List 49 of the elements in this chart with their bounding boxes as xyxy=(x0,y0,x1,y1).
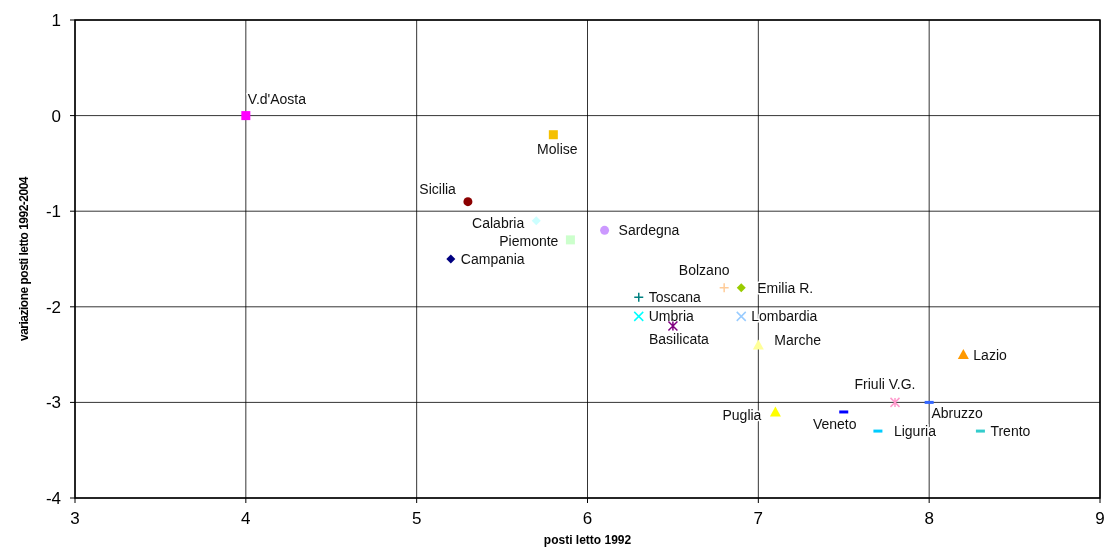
point xyxy=(667,320,679,332)
x-tick-label: 6 xyxy=(582,509,593,528)
series-label: Friuli V.G. xyxy=(854,376,916,393)
series-label: Sardegna xyxy=(618,222,680,239)
x-axis-title: posti letto 1992 xyxy=(543,533,632,547)
point xyxy=(736,283,746,293)
series-label: Marche xyxy=(774,332,822,349)
y-tick-label: -4 xyxy=(45,489,61,508)
y-tick-label: -2 xyxy=(45,297,61,317)
x-tick-label: 9 xyxy=(1095,509,1105,528)
point xyxy=(752,339,764,350)
y-tick-label: -3 xyxy=(45,393,61,413)
series-label: Campania xyxy=(460,251,525,267)
point xyxy=(889,397,901,408)
series-label: V.d'Aosta xyxy=(247,90,307,107)
point xyxy=(463,197,473,207)
series-label: Veneto xyxy=(812,415,857,432)
x-tick-label: 7 xyxy=(753,509,764,528)
series-label: Trento xyxy=(990,423,1031,440)
series-label: Lazio xyxy=(973,346,1008,363)
series-label: Bolzano xyxy=(678,261,730,278)
y-tick-label: 1 xyxy=(51,11,61,30)
series-label: Abruzzo xyxy=(931,405,984,422)
point xyxy=(600,225,610,235)
series-label: Molise xyxy=(537,140,578,157)
point xyxy=(736,311,747,322)
point xyxy=(241,111,251,121)
x-tick-label: 4 xyxy=(241,509,251,528)
point xyxy=(548,130,558,140)
y-tick-label: -1 xyxy=(45,202,61,222)
x-tick-label: 5 xyxy=(411,509,422,528)
point xyxy=(633,291,644,303)
y-axis-title: variazione posti letto 1992-2004 xyxy=(17,176,31,342)
point xyxy=(531,216,541,226)
series-label: Toscana xyxy=(648,289,702,306)
y-tick-label: 0 xyxy=(51,106,61,126)
point xyxy=(633,311,644,322)
point xyxy=(718,282,730,293)
point xyxy=(565,235,575,245)
point xyxy=(769,406,781,417)
x-tick-label: 8 xyxy=(924,509,934,528)
series-label: Calabria xyxy=(472,214,525,231)
point xyxy=(957,349,969,360)
x-tick-label: 3 xyxy=(70,509,80,528)
point xyxy=(446,254,456,264)
series-label: Sicilia xyxy=(419,180,457,197)
series-label: Piemonte xyxy=(499,232,559,249)
series-label: Basilicata xyxy=(648,330,710,347)
series-label: Umbria xyxy=(648,308,695,325)
